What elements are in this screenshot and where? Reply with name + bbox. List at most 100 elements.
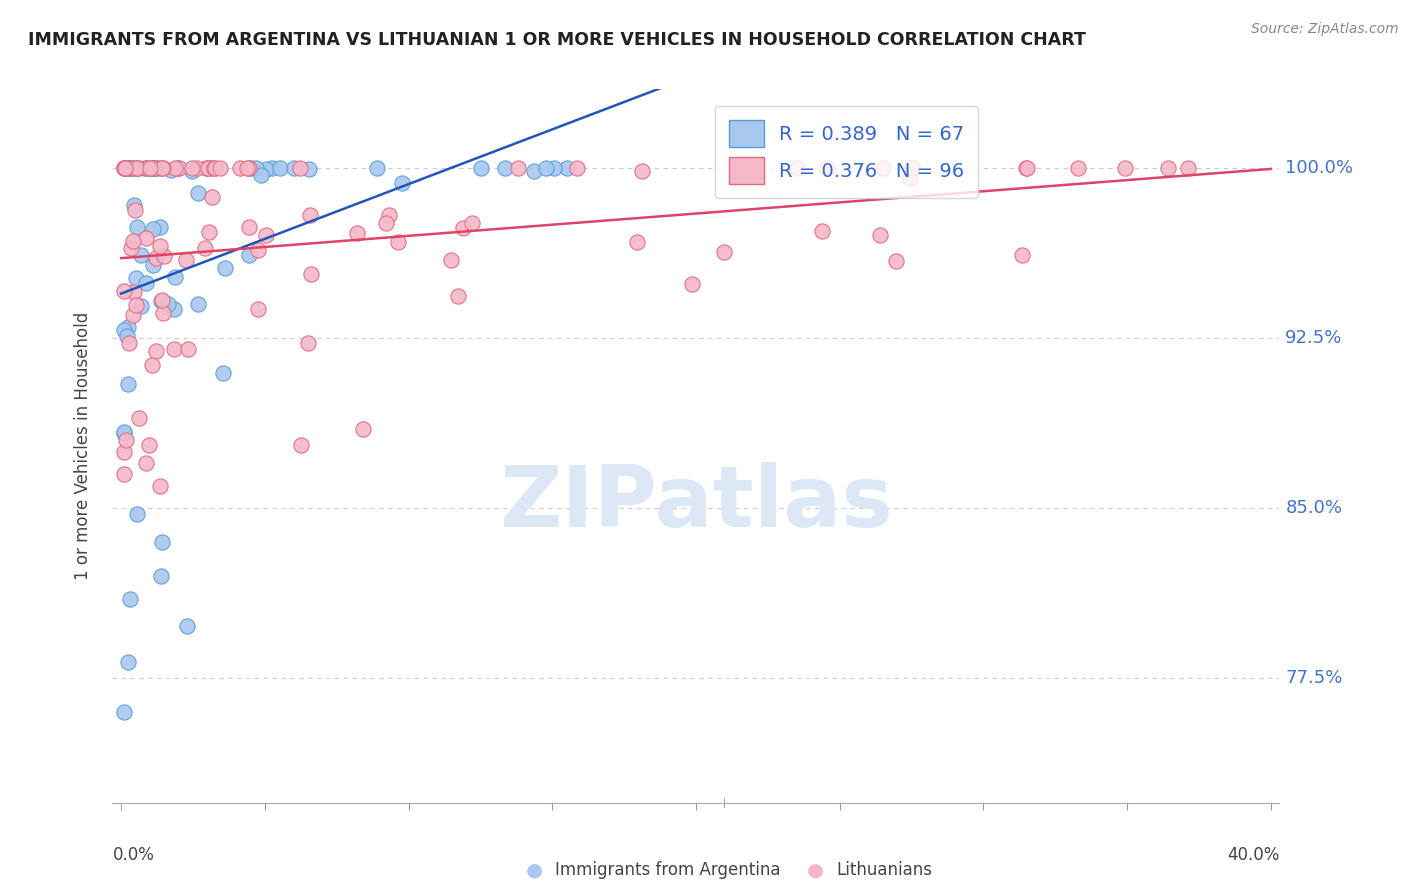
Point <box>187 297 209 311</box>
Point <box>112 161 135 176</box>
Point <box>112 444 135 458</box>
Point <box>167 161 190 176</box>
Point <box>177 343 200 357</box>
Point <box>167 161 190 176</box>
Point <box>197 226 219 240</box>
Point <box>153 249 176 263</box>
Point <box>1157 161 1180 176</box>
Point <box>197 161 219 176</box>
Point <box>186 161 208 176</box>
Point <box>156 297 179 311</box>
Point <box>124 203 146 218</box>
Point <box>112 161 135 176</box>
Point <box>112 323 135 337</box>
Point <box>131 247 153 261</box>
Point <box>135 231 157 245</box>
Point <box>713 245 735 260</box>
Point <box>149 161 172 176</box>
Point <box>115 329 138 343</box>
Point <box>139 161 162 176</box>
Point <box>122 234 145 248</box>
Point <box>288 161 311 176</box>
Point <box>149 219 172 234</box>
Point <box>125 298 148 312</box>
Point <box>249 168 271 182</box>
Text: 0.0%: 0.0% <box>112 846 155 863</box>
Point <box>136 161 159 176</box>
Point <box>122 308 145 322</box>
Point <box>238 220 260 235</box>
Point <box>346 226 368 240</box>
Point <box>1011 248 1033 262</box>
Point <box>163 301 186 316</box>
Text: Lithuanians: Lithuanians <box>837 861 932 879</box>
Point <box>149 293 172 308</box>
Point <box>884 253 907 268</box>
Point <box>246 302 269 317</box>
Point <box>122 198 145 212</box>
Point <box>112 426 135 441</box>
Point <box>534 161 557 176</box>
Point <box>228 161 250 176</box>
Point <box>246 243 269 257</box>
Point <box>200 161 222 176</box>
Point <box>181 164 204 178</box>
Point <box>117 656 139 670</box>
Point <box>391 176 413 190</box>
Point <box>125 161 148 176</box>
Point <box>815 161 838 176</box>
Point <box>163 343 186 357</box>
Point <box>494 161 516 176</box>
Point <box>145 343 167 358</box>
Text: 77.5%: 77.5% <box>1285 669 1343 687</box>
Point <box>150 535 173 549</box>
Point <box>120 241 142 255</box>
Point <box>118 161 141 176</box>
Point <box>114 161 136 176</box>
Point <box>138 438 160 452</box>
Point <box>141 358 163 372</box>
Point <box>202 161 225 176</box>
Text: ●: ● <box>526 860 543 880</box>
Point <box>1015 161 1038 176</box>
Legend: R = 0.389   N = 67, R = 0.376   N = 96: R = 0.389 N = 67, R = 0.376 N = 96 <box>716 106 979 198</box>
Point <box>197 161 219 176</box>
Point <box>214 261 236 276</box>
Point <box>141 161 163 176</box>
Point <box>112 284 135 298</box>
Point <box>366 161 388 176</box>
Point <box>262 161 284 176</box>
Point <box>298 162 321 177</box>
Point <box>127 508 149 522</box>
Y-axis label: 1 or more Vehicles in Household: 1 or more Vehicles in Household <box>73 312 91 580</box>
Point <box>135 277 157 291</box>
Point <box>195 161 218 176</box>
Point <box>506 161 529 176</box>
Point <box>176 619 198 633</box>
Point <box>201 190 224 204</box>
Point <box>297 336 319 351</box>
Point <box>163 270 186 285</box>
Point <box>254 228 277 243</box>
Point <box>626 235 648 249</box>
Point <box>446 289 468 303</box>
Point <box>681 277 703 291</box>
Point <box>136 161 159 176</box>
Point <box>211 366 233 380</box>
Point <box>125 161 148 176</box>
Point <box>378 208 401 222</box>
Point <box>112 161 135 176</box>
Text: 92.5%: 92.5% <box>1285 329 1343 347</box>
Point <box>440 252 463 267</box>
Point <box>387 235 409 249</box>
Point <box>118 591 141 606</box>
Point <box>122 161 145 176</box>
Point <box>193 241 215 255</box>
Point <box>128 161 150 176</box>
Point <box>543 161 565 176</box>
Point <box>1114 161 1136 176</box>
Point <box>461 216 484 230</box>
Text: 40.0%: 40.0% <box>1227 846 1279 863</box>
Point <box>204 161 226 176</box>
Point <box>117 319 139 334</box>
